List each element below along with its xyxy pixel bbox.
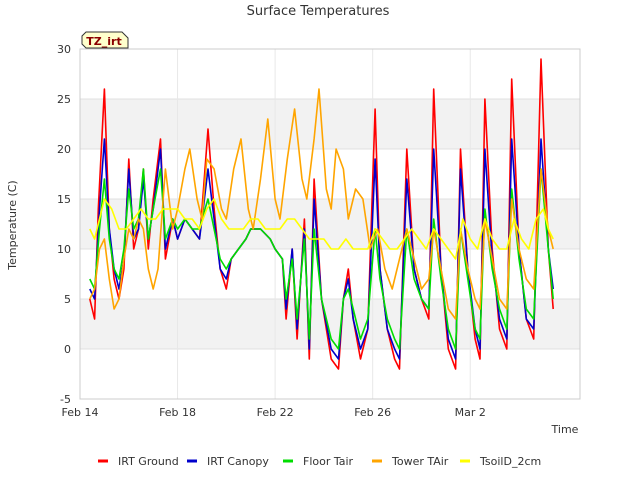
legend-label: IRT Canopy (207, 455, 269, 468)
y-axis-ticks: -5 0 5 10 15 20 25 30 (57, 43, 71, 406)
chart-title: Surface Temperatures (247, 4, 390, 19)
series-line-floor-tair (89, 168, 554, 350)
y-axis-title: Temperature (C) (6, 180, 19, 270)
y-tick-label: 10 (57, 243, 71, 256)
y-tick-label: 15 (57, 193, 71, 206)
legend-label: Floor Tair (303, 455, 354, 468)
plot-band (80, 99, 580, 149)
x-axis-ticks: Feb 14 Feb 18 Feb 22 Feb 26 Mar 2 (62, 406, 486, 419)
plot-frame (79, 48, 581, 400)
x-tick-label: Feb 26 (354, 406, 391, 419)
tz-tag-label: TZ_irt (86, 35, 121, 48)
y-tick-label: 20 (57, 143, 71, 156)
y-tick-label: 5 (64, 293, 71, 306)
x-tick-label: Mar 2 (455, 406, 486, 419)
tz-tag-box (81, 31, 129, 49)
plot-bands (80, 99, 580, 349)
tz-tag: TZ_irt (81, 31, 129, 49)
series-layer (89, 58, 554, 370)
series-line-tower-tair (89, 88, 554, 320)
legend: IRT Ground IRT Canopy Floor Tair Tower TAir… (98, 455, 541, 468)
series-line-tsoild-2cm (89, 198, 554, 260)
legend-label: IRT Ground (118, 455, 179, 468)
legend-label: Tower TAir (391, 455, 449, 468)
x-tick-label: Feb 14 (62, 406, 99, 419)
x-tick-label: Feb 22 (257, 406, 294, 419)
legend-label: TsoilD_2cm (479, 455, 541, 468)
y-tick-label: -5 (60, 393, 71, 406)
y-tick-label: 25 (57, 93, 71, 106)
x-tick-label: Feb 18 (159, 406, 196, 419)
x-axis-title: Time (551, 423, 579, 436)
y-tick-label: 30 (57, 43, 71, 56)
y-tick-label: 0 (64, 343, 71, 356)
